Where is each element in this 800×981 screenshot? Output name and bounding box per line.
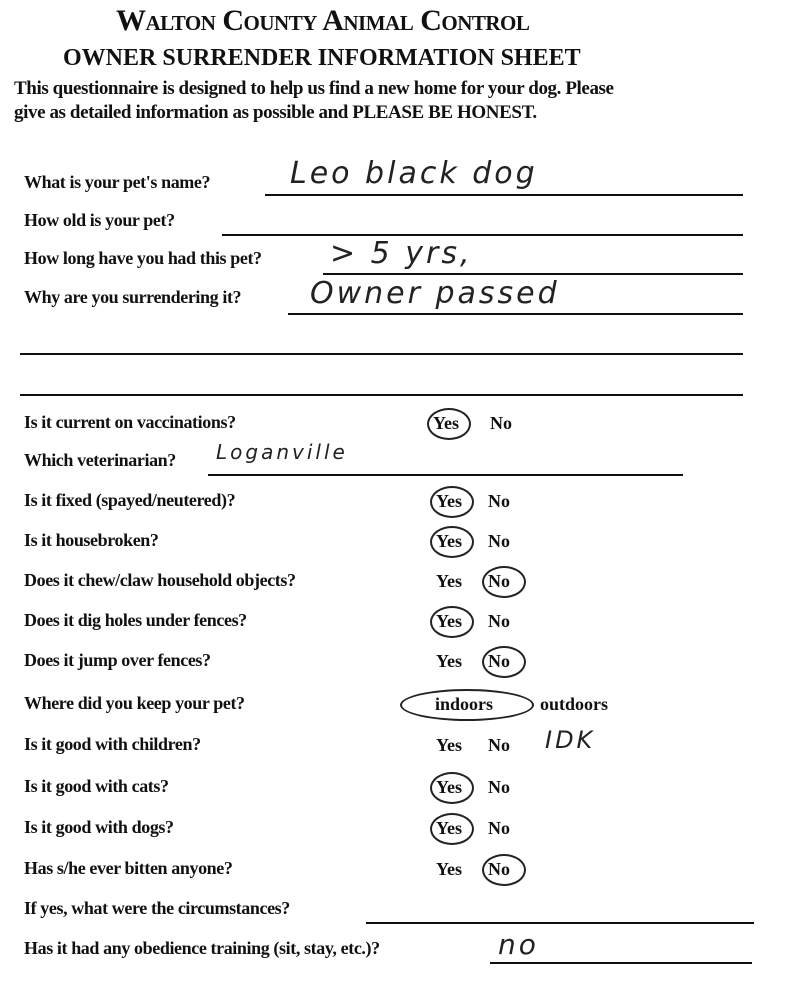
selected-circle bbox=[430, 606, 474, 638]
selected-circle bbox=[430, 526, 474, 558]
option-no[interactable]: No bbox=[488, 818, 510, 838]
option-yes[interactable]: Yes bbox=[436, 859, 462, 879]
question-does-it-dig-holes-under-fences: Does it dig holes under fences? bbox=[24, 610, 247, 630]
question-is-it-good-with-cats: Is it good with cats? bbox=[24, 776, 169, 796]
intro-text-2: give as detailed information as possible… bbox=[14, 102, 537, 123]
answer-which-veterinarian[interactable]: Loganville bbox=[216, 440, 348, 464]
form-subtitle: OWNER SURRENDER INFORMATION SHEET bbox=[63, 45, 581, 71]
intro-text-1: This questionnaire is designed to help u… bbox=[14, 78, 614, 99]
selected-circle bbox=[430, 813, 474, 845]
option-outdoors[interactable]: outdoors bbox=[540, 694, 609, 714]
answer-has-it-had-any-obedience-train[interactable]: no bbox=[498, 928, 539, 961]
question-if-yes-what-were-the-circumsta: If yes, what were the circumstances? bbox=[24, 898, 290, 918]
option-no[interactable]: No bbox=[488, 777, 510, 797]
option-yes[interactable]: Yes bbox=[436, 735, 462, 755]
option-no[interactable]: No bbox=[490, 413, 512, 433]
question-pet-name: What is your pet's name? bbox=[24, 172, 211, 192]
question-is-it-housebroken: Is it housebroken? bbox=[24, 530, 159, 550]
option-no[interactable]: No bbox=[488, 735, 510, 755]
selected-circle bbox=[482, 854, 526, 886]
selected-circle bbox=[482, 646, 526, 678]
answer-pet-name[interactable]: Leo black dog bbox=[290, 156, 538, 191]
selected-circle bbox=[430, 772, 474, 804]
question-which-veterinarian: Which veterinarian? bbox=[24, 450, 176, 470]
question-is-it-good-with-children: Is it good with children? bbox=[24, 734, 201, 754]
selected-circle bbox=[400, 689, 534, 721]
answer-surrender-reason[interactable]: Owner passed bbox=[310, 276, 560, 311]
question-does-it-jump-over-fences: Does it jump over fences? bbox=[24, 650, 211, 670]
question-pet-age: How old is your pet? bbox=[24, 210, 175, 230]
question-surrender-reason: Why are you surrendering it? bbox=[24, 287, 242, 307]
question-how-long: How long have you had this pet? bbox=[24, 248, 262, 268]
question-where-did-you-keep-your-pet: Where did you keep your pet? bbox=[24, 693, 245, 713]
selected-circle bbox=[430, 486, 474, 518]
option-no[interactable]: No bbox=[488, 611, 510, 631]
answer-note[interactable]: IDK bbox=[545, 726, 596, 754]
option-yes[interactable]: Yes bbox=[436, 651, 462, 671]
question-is-it-fixed-spayed-neutered: Is it fixed (spayed/neutered)? bbox=[24, 490, 236, 510]
question-has-s-he-ever-bitten-anyone: Has s/he ever bitten anyone? bbox=[24, 858, 233, 878]
option-no[interactable]: No bbox=[488, 491, 510, 511]
answer-how-long[interactable]: > 5 yrs, bbox=[330, 236, 473, 271]
option-yes[interactable]: Yes bbox=[436, 571, 462, 591]
question-is-it-good-with-dogs: Is it good with dogs? bbox=[24, 817, 174, 837]
selected-circle bbox=[427, 408, 471, 440]
question-does-it-chew-claw-household-ob: Does it chew/claw household objects? bbox=[24, 570, 296, 590]
selected-circle bbox=[482, 566, 526, 598]
question-is-it-current-on-vaccinations: Is it current on vaccinations? bbox=[24, 412, 236, 432]
option-no[interactable]: No bbox=[488, 531, 510, 551]
question-has-it-had-any-obedience-train: Has it had any obedience training (sit, … bbox=[24, 938, 380, 958]
form-title: Walton County Animal Control bbox=[116, 4, 530, 37]
